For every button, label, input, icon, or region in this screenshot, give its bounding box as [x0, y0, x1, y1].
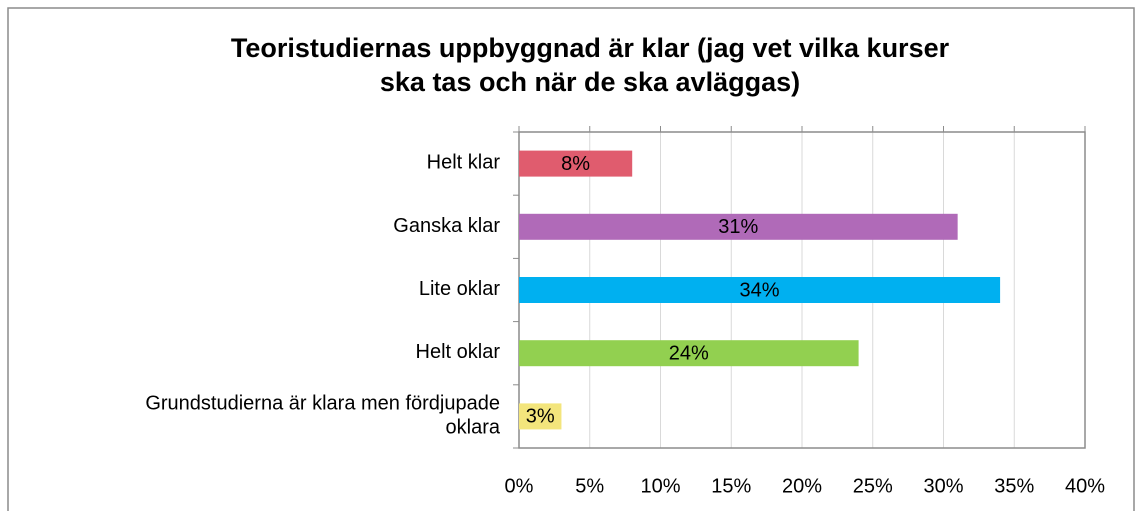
data-label: 34%: [740, 279, 780, 301]
x-tick-label: 20%: [782, 475, 822, 497]
bar: [519, 403, 562, 430]
x-tick-label: 35%: [994, 475, 1034, 497]
bar: [519, 213, 958, 240]
data-label: 31%: [718, 216, 758, 238]
y-tick-label: Lite oklar: [419, 278, 500, 300]
x-tick-label: 25%: [853, 475, 893, 497]
bar: [519, 340, 859, 367]
x-tick-label: 10%: [640, 475, 680, 497]
bar: [519, 150, 633, 177]
y-tick-label: Helt klar: [427, 152, 501, 174]
x-tick-label: 0%: [505, 475, 534, 497]
x-tick-label: 5%: [575, 475, 604, 497]
y-tick-label: Ganska klar: [393, 215, 500, 237]
y-tick-label: Grundstudierna är klara men fördjupade ok…: [145, 393, 501, 439]
data-label: 24%: [669, 342, 709, 364]
x-tick-label: 30%: [923, 475, 963, 497]
bar: [519, 277, 1001, 303]
chart-frame: [7, 7, 1135, 511]
x-tick-label: 40%: [1065, 475, 1105, 497]
data-label: 3%: [526, 406, 555, 428]
data-label: 8%: [561, 153, 590, 175]
x-tick-label: 15%: [711, 475, 751, 497]
chart-title: Teoristudiernas uppbyggnad är klar (jag …: [231, 33, 950, 97]
y-tick-label: Helt oklar: [416, 341, 501, 363]
